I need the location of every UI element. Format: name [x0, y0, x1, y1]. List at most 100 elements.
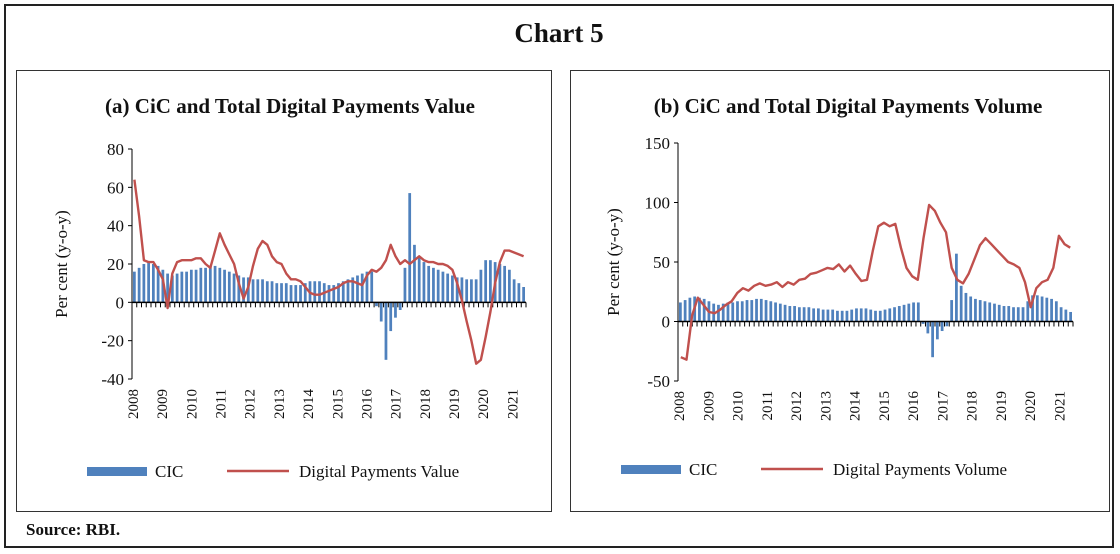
- x-tick-label: 2014: [848, 391, 864, 422]
- cic-bar: [764, 300, 768, 322]
- cic-bar: [855, 308, 858, 322]
- cic-bar: [921, 321, 925, 324]
- cic-bar: [978, 300, 982, 322]
- x-tick-label: 2020: [1023, 391, 1039, 421]
- x-tick-label: 2016: [906, 391, 922, 422]
- panel-b: (b) CiC and Total Digital Payments Volum…: [570, 70, 1110, 512]
- cic-bar: [745, 300, 749, 322]
- cic-bar: [721, 303, 725, 322]
- cic-bar: [759, 298, 763, 322]
- cic-bar: [1002, 306, 1006, 322]
- y-tick-label: -50: [647, 372, 670, 391]
- cic-bar: [137, 267, 141, 303]
- cic-bar: [859, 308, 863, 322]
- cic-bar: [897, 306, 901, 322]
- cic-bar: [850, 309, 854, 322]
- x-tick-label: 2012: [243, 389, 259, 419]
- legend-label-cic: CIC: [689, 460, 717, 479]
- cic-bar: [213, 265, 217, 303]
- cic-bar: [227, 271, 231, 303]
- cic-bar: [332, 285, 336, 303]
- cic-bar: [451, 275, 454, 303]
- digital-payments-line: [133, 179, 525, 365]
- cic-bar: [185, 271, 188, 303]
- y-tick-label: -40: [101, 370, 124, 389]
- cic-bar: [422, 262, 426, 303]
- cic-bar: [484, 260, 488, 303]
- cic-bar: [878, 310, 882, 322]
- cic-bar: [337, 283, 340, 303]
- cic-bar: [931, 321, 934, 358]
- cic-bar: [413, 244, 416, 303]
- x-tick-label: 2018: [965, 391, 981, 421]
- cic-bar: [802, 307, 806, 322]
- cic-bar: [993, 303, 996, 322]
- cic-bar: [351, 277, 355, 303]
- cic-bar: [223, 269, 226, 303]
- cic-bar: [503, 265, 507, 303]
- cic-bar: [793, 306, 796, 322]
- cic-bar: [783, 304, 787, 322]
- cic-bar: [237, 275, 241, 303]
- x-tick-label: 2011: [214, 389, 230, 418]
- cic-bar: [1050, 298, 1053, 322]
- cic-bar: [831, 309, 835, 322]
- cic-bar: [432, 267, 435, 303]
- x-tick-label: 2019: [994, 391, 1010, 421]
- cic-bar: [1059, 307, 1063, 322]
- cic-bar: [346, 279, 350, 303]
- chart-a-svg: (a) CiC and Total Digital Payments Value…: [52, 94, 527, 481]
- cic-bar: [151, 264, 155, 303]
- y-tick-label: 0: [116, 293, 125, 312]
- x-tick-label: 2013: [272, 389, 288, 419]
- cic-bar: [204, 267, 207, 303]
- chart-figure: Chart 5 (a) CiC and Total Digital Paymen…: [4, 4, 1114, 548]
- cic-bar: [826, 309, 830, 322]
- cic-bar: [1040, 296, 1044, 322]
- x-tick-label: 2010: [184, 389, 200, 419]
- chart-title: (a) CiC and Total Digital Payments Value: [105, 94, 475, 118]
- y-tick-label: 40: [107, 217, 124, 236]
- x-tick-label: 2011: [760, 391, 776, 420]
- cic-bar: [460, 277, 464, 303]
- cic-bar: [964, 292, 968, 322]
- cic-bar: [955, 253, 958, 322]
- cic-bar: [1021, 307, 1025, 322]
- cic-bar: [812, 308, 816, 322]
- cic-bar: [498, 264, 502, 303]
- cic-bar: [522, 287, 525, 303]
- cic-bar: [1069, 311, 1072, 322]
- cic-bar: [1012, 307, 1015, 322]
- cic-bar: [750, 300, 754, 322]
- x-tick-label: 2008: [126, 389, 142, 419]
- cic-bar: [441, 271, 445, 303]
- legend-label-cic: CIC: [155, 462, 183, 481]
- cic-bar: [156, 265, 160, 303]
- cic-bar: [512, 279, 516, 303]
- cic-bar: [189, 269, 193, 303]
- cic-bar: [688, 297, 692, 322]
- cic-bar: [740, 301, 744, 322]
- cic-bar: [208, 265, 212, 303]
- cic-bar: [199, 267, 203, 303]
- x-tick-label: 2012: [789, 391, 805, 421]
- cic-bar: [375, 302, 378, 307]
- cic-bar: [893, 307, 896, 322]
- cic-bar: [912, 302, 915, 322]
- cic-bar: [997, 304, 1001, 322]
- x-tick-label: 2020: [476, 389, 492, 419]
- cic-bar: [731, 302, 735, 322]
- cic-bar: [166, 273, 169, 303]
- cic-bar: [303, 283, 307, 303]
- cic-bar: [427, 265, 431, 303]
- cic-bar: [864, 308, 868, 322]
- cic-bar: [1045, 297, 1049, 322]
- legend-label-digital: Digital Payments Value: [299, 462, 459, 481]
- cic-bar: [797, 307, 801, 322]
- cic-bar: [142, 264, 146, 303]
- cic-bar: [907, 303, 911, 322]
- cic-bar: [275, 283, 279, 303]
- y-tick-label: 20: [107, 255, 124, 274]
- cic-bar: [807, 307, 811, 322]
- cic-bar: [902, 304, 906, 322]
